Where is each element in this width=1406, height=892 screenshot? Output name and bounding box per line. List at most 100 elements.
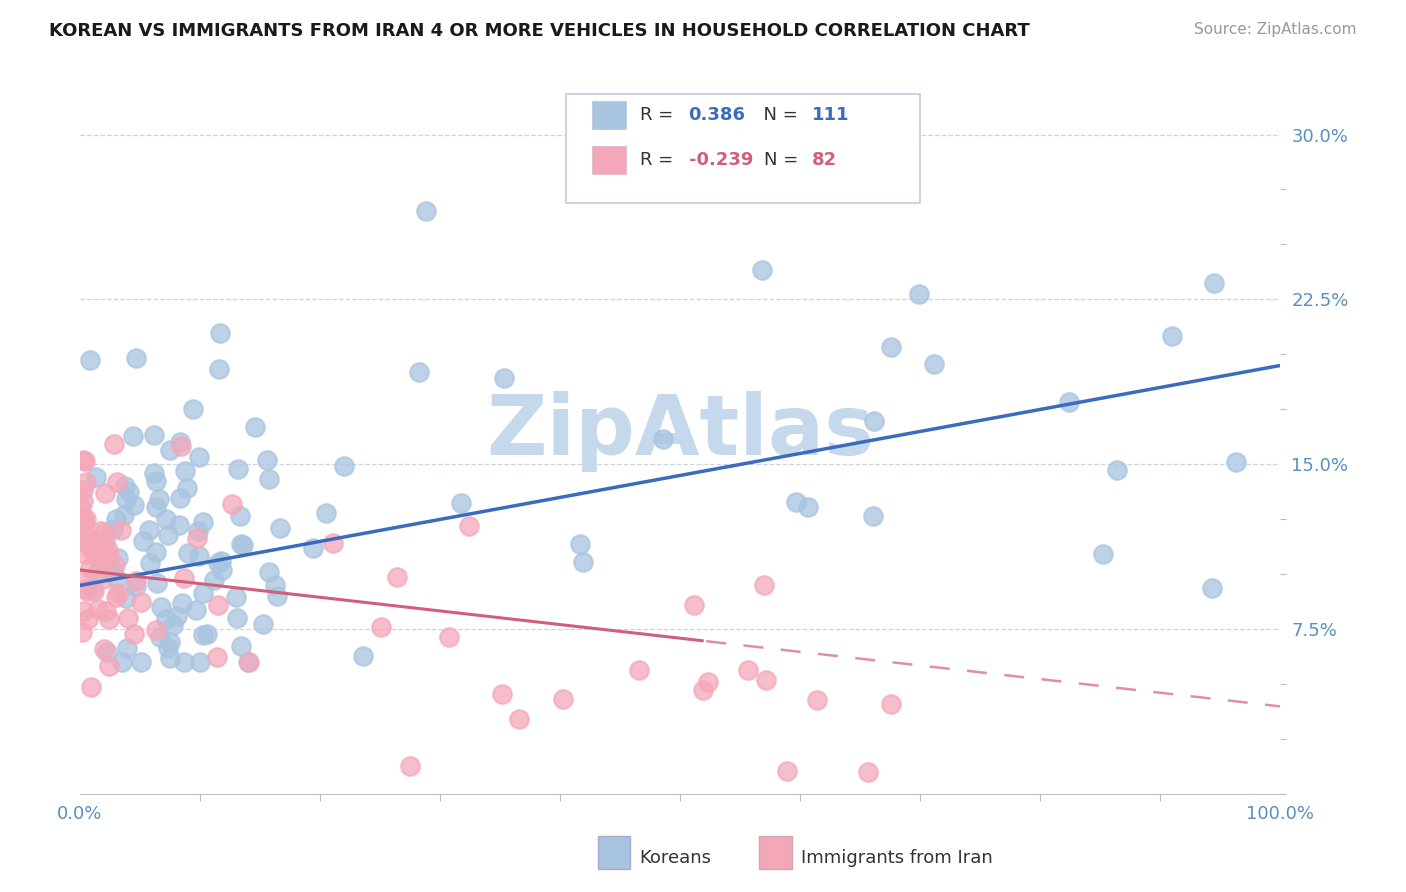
Point <box>785 495 807 509</box>
Point <box>1092 547 1115 561</box>
FancyBboxPatch shape <box>592 146 626 174</box>
Point <box>98 549 121 563</box>
Point <box>70 625 93 640</box>
Point <box>174 464 197 478</box>
Point <box>159 635 181 649</box>
Point <box>155 612 177 626</box>
Point <box>94 534 117 549</box>
Point <box>263 578 285 592</box>
Point <box>129 656 152 670</box>
Point <box>457 519 479 533</box>
Point <box>211 563 233 577</box>
Point <box>862 414 884 428</box>
Point <box>145 575 167 590</box>
Point <box>322 536 344 550</box>
Point <box>94 604 117 618</box>
Point <box>187 524 209 538</box>
Point <box>188 450 211 464</box>
Point <box>169 491 191 505</box>
Point <box>76 583 98 598</box>
Point <box>149 630 172 644</box>
Point <box>107 551 129 566</box>
Point <box>97 543 120 558</box>
Point <box>87 552 110 566</box>
Point <box>111 656 134 670</box>
Point <box>266 589 288 603</box>
Point <box>70 500 93 514</box>
Point <box>880 697 903 711</box>
Point <box>880 340 903 354</box>
Point <box>149 599 172 614</box>
Point <box>352 648 374 663</box>
Point <box>437 630 460 644</box>
Point <box>76 582 98 596</box>
Point <box>159 442 181 457</box>
Point <box>69 533 91 548</box>
Point <box>1057 394 1080 409</box>
FancyBboxPatch shape <box>567 94 920 202</box>
Point <box>87 602 110 616</box>
Point <box>91 572 114 586</box>
Point <box>1202 276 1225 290</box>
Point <box>191 628 214 642</box>
Point <box>90 541 112 556</box>
Point <box>415 204 437 219</box>
Text: R =: R = <box>641 106 679 124</box>
Point <box>86 469 108 483</box>
Point <box>122 498 145 512</box>
Point <box>105 512 128 526</box>
Point <box>73 547 96 561</box>
Point <box>86 566 108 581</box>
Point <box>169 435 191 450</box>
Point <box>1161 328 1184 343</box>
Point <box>692 682 714 697</box>
Point <box>91 539 114 553</box>
Point <box>862 509 884 524</box>
Point <box>118 485 141 500</box>
Point <box>226 611 249 625</box>
Point <box>683 598 706 612</box>
Point <box>110 524 132 538</box>
Point <box>398 759 420 773</box>
Point <box>385 570 408 584</box>
Point <box>225 591 247 605</box>
Point <box>167 518 190 533</box>
Point <box>450 496 472 510</box>
Point <box>125 351 148 365</box>
Point <box>101 564 124 578</box>
Point <box>751 263 773 277</box>
Point <box>908 287 931 301</box>
Point <box>232 538 254 552</box>
Text: Immigrants from Iran: Immigrants from Iran <box>801 849 993 867</box>
Point <box>125 579 148 593</box>
Text: 0.386: 0.386 <box>689 106 745 124</box>
Point <box>1105 463 1128 477</box>
Point <box>117 611 139 625</box>
Point <box>79 561 101 575</box>
Point <box>202 573 225 587</box>
Point <box>93 541 115 556</box>
Point <box>236 656 259 670</box>
Point <box>243 420 266 434</box>
Point <box>197 626 219 640</box>
Point <box>79 352 101 367</box>
Point <box>315 507 337 521</box>
Point <box>269 521 291 535</box>
Point <box>148 491 170 506</box>
Point <box>114 479 136 493</box>
Point <box>103 437 125 451</box>
Point <box>89 539 111 553</box>
Point <box>93 641 115 656</box>
Point <box>207 650 229 665</box>
Point <box>226 461 249 475</box>
Point <box>83 545 105 559</box>
Point <box>75 531 97 545</box>
Text: Source: ZipAtlas.com: Source: ZipAtlas.com <box>1194 22 1357 37</box>
Text: N =: N = <box>763 151 804 169</box>
Point <box>97 659 120 673</box>
Point <box>138 523 160 537</box>
Point <box>96 645 118 659</box>
Point <box>73 515 96 529</box>
Text: ZipAtlas: ZipAtlas <box>486 391 875 472</box>
Point <box>145 500 167 514</box>
